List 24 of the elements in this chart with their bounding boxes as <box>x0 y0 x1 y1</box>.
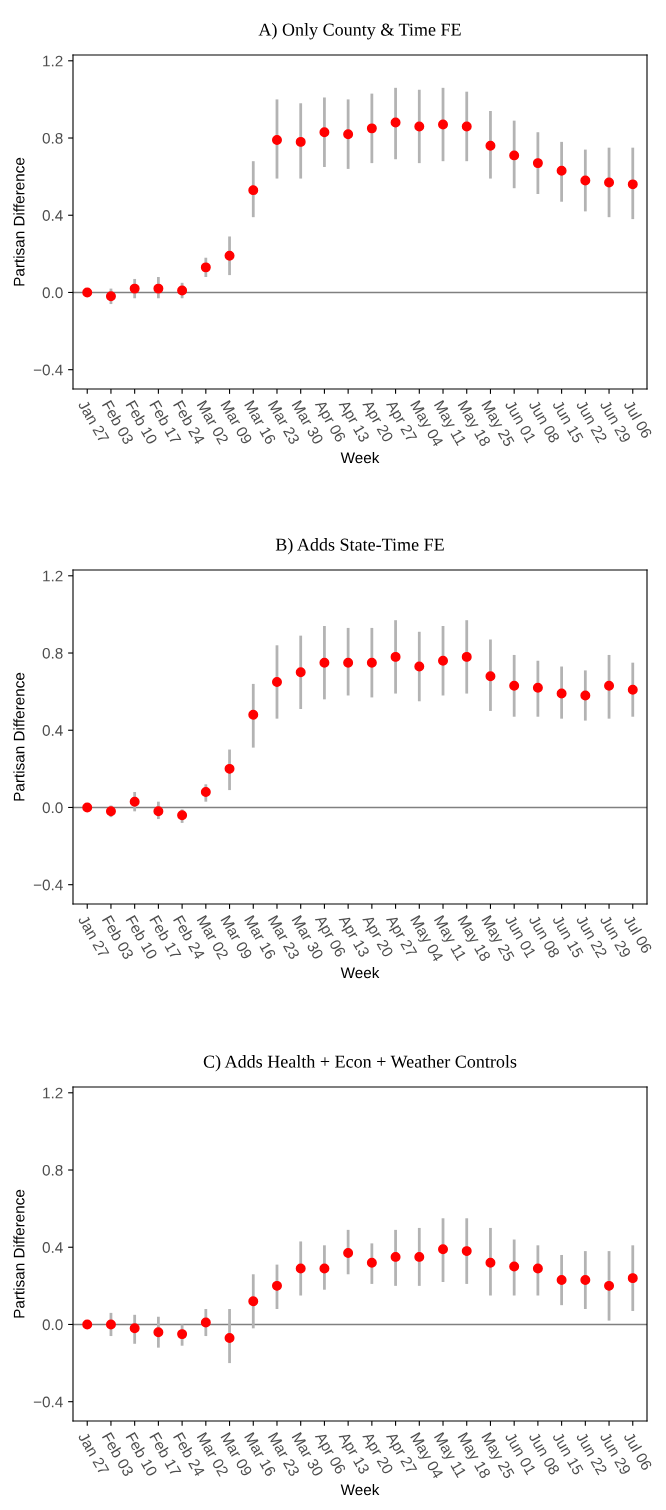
y-tick-label: 0.4 <box>42 210 63 221</box>
y-tick-label: 0.0 <box>42 1319 63 1331</box>
x-axis-title: Week <box>340 1484 380 1496</box>
chart-title: C) Adds Health + Econ + Weather Controls <box>203 1055 517 1072</box>
y-tick-label: 0.0 <box>42 287 63 299</box>
chart-title: A) Only County & Time FE <box>258 23 461 40</box>
x-axis-title: Week <box>340 452 380 464</box>
y-tick-label: 0.0 <box>42 802 63 814</box>
y-axis-title: Partisan Difference <box>13 1189 25 1318</box>
chart-title: B) Adds State-Time FE <box>275 538 444 555</box>
y-tick-label: 1.2 <box>43 570 63 582</box>
y-tick-label: 1.2 <box>43 55 63 67</box>
y-axis-title: Partisan Difference <box>13 157 25 286</box>
y-axis-title: Partisan Difference <box>13 672 25 801</box>
x-axis-title: Week <box>340 967 380 979</box>
y-tick-label: −0.4 <box>33 364 63 376</box>
y-tick-label: 0.4 <box>42 725 63 736</box>
y-tick-label: 0.4 <box>42 1242 63 1253</box>
y-tick-label: 0.8 <box>42 647 63 659</box>
y-tick-label: −0.4 <box>33 1396 63 1408</box>
y-tick-label: 0.8 <box>42 1164 63 1176</box>
y-tick-label: −0.4 <box>33 879 63 891</box>
y-tick-label: 0.8 <box>42 132 63 144</box>
y-tick-label: 1.2 <box>43 1087 63 1099</box>
